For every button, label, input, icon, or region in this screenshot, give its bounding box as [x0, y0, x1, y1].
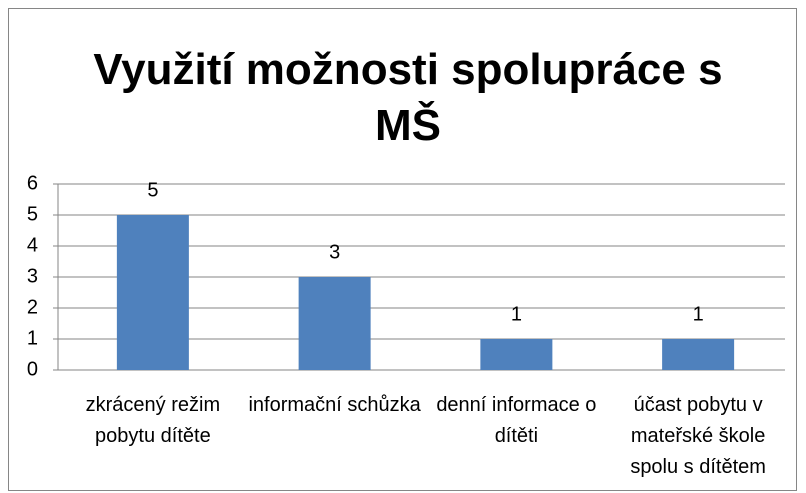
bar [480, 339, 553, 370]
x-tick-label: denní informace o dítěti [436, 394, 597, 447]
bar [662, 339, 735, 370]
bar [298, 277, 371, 370]
y-tick-label: 0 [27, 358, 38, 380]
data-label: 1 [693, 303, 704, 325]
y-tick-label: 4 [27, 234, 38, 256]
data-label: 3 [329, 241, 340, 263]
y-tick-label: 1 [27, 327, 38, 349]
y-tick-label: 3 [27, 265, 38, 287]
data-label: 1 [511, 303, 522, 325]
y-tick-label: 6 [27, 172, 38, 194]
x-tick-label: zkrácený režim pobytu dítěte [85, 394, 221, 447]
x-tick-label: účast pobytu v mateřské škole spolu s dí… [630, 394, 766, 478]
y-tick-label: 5 [27, 203, 38, 225]
bar [116, 215, 189, 370]
data-label: 5 [147, 179, 158, 201]
chart-border [8, 8, 797, 491]
chart-title: Využití možnosti spolupráce s MŠ [93, 45, 723, 150]
x-tick-label: informační schůzka [248, 394, 421, 416]
y-tick-label: 2 [27, 296, 38, 318]
